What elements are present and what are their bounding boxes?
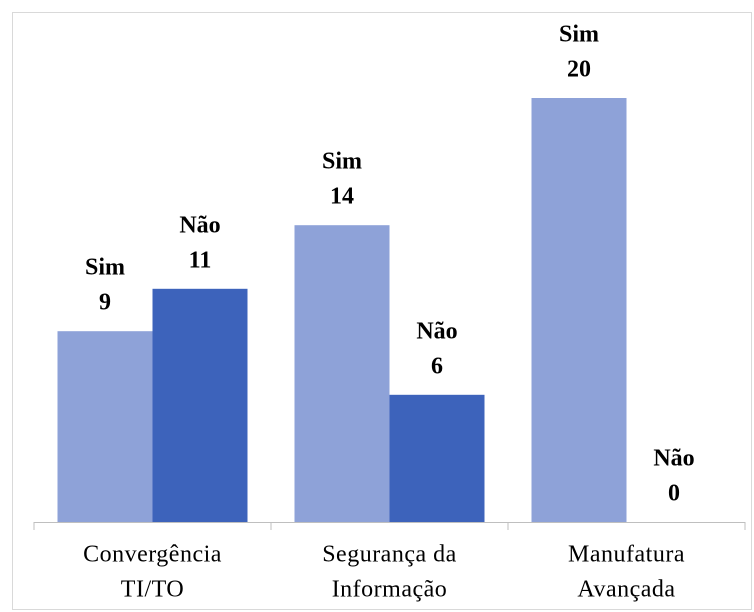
data-label: 0: [668, 481, 680, 507]
data-label: 20: [567, 57, 591, 83]
x-tick-label: Segurança da: [322, 542, 457, 568]
bar: [389, 394, 485, 522]
data-label: 9: [99, 290, 111, 316]
data-label: 14: [330, 184, 354, 210]
data-label-name: Sim: [85, 255, 125, 281]
data-label-name: Não: [653, 446, 694, 472]
data-label-name: Sim: [559, 22, 599, 48]
bar: [152, 288, 248, 522]
x-tick-label: TI/TO: [121, 577, 184, 603]
x-tick-label: Informação: [332, 577, 448, 603]
data-label-name: Não: [416, 318, 457, 344]
bar: [531, 98, 627, 522]
data-label: 11: [189, 247, 212, 273]
bar: [294, 225, 390, 522]
data-label-name: Sim: [322, 149, 362, 175]
data-label-name: Não: [179, 212, 220, 238]
x-tick-label: Manufatura: [568, 542, 685, 568]
bar: [57, 331, 153, 522]
x-tick-label: Convergência: [83, 542, 222, 568]
data-label: 6: [431, 353, 443, 379]
x-tick-label: Avançada: [577, 577, 675, 603]
